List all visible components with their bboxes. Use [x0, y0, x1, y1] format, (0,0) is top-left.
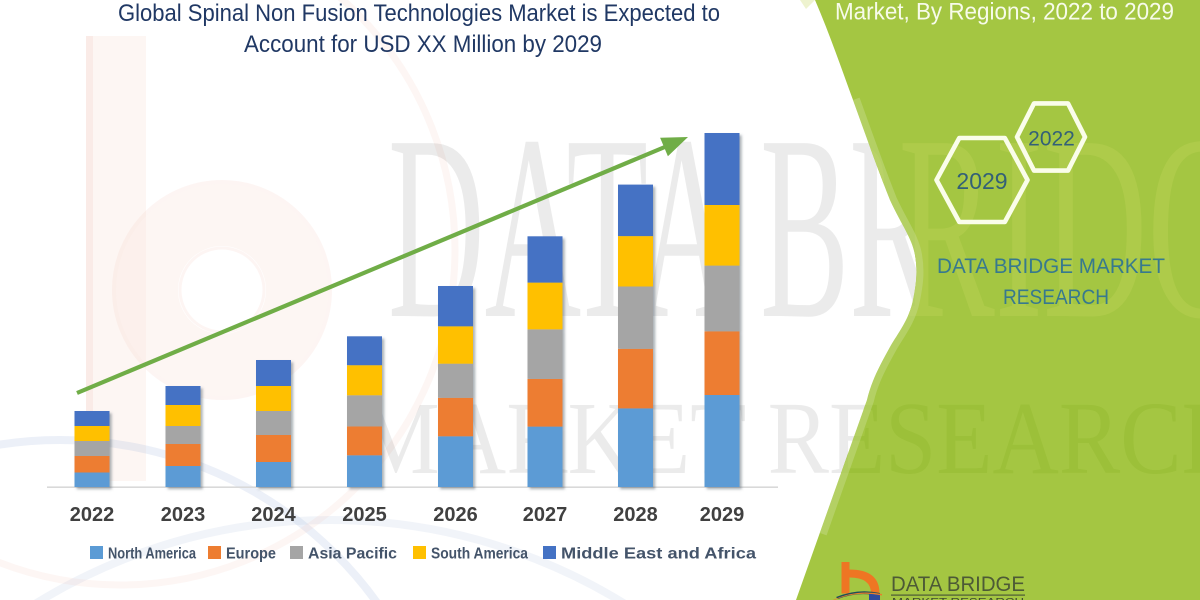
svg-text:2029: 2029	[956, 168, 1007, 194]
svg-text:DATA BRIDGE MARKET: DATA BRIDGE MARKET	[937, 255, 1165, 278]
svg-text:Global Spinal Non Fusion Techn: Global Spinal Non Fusion Technologies Ma…	[118, 0, 720, 27]
svg-text:DATA BRIDGE: DATA BRIDGE	[891, 572, 1025, 596]
svg-text:North America: North America	[108, 546, 196, 563]
svg-text:Account for USD XX Million by: Account for USD XX Million by 2029	[244, 31, 602, 58]
svg-text:Middle East and Africa: Middle East and Africa	[561, 546, 756, 563]
svg-text:MARKET RESEARCH: MARKET RESEARCH	[892, 597, 1024, 600]
svg-text:2028: 2028	[613, 504, 658, 526]
svg-text:Market, By Regions, 2022 to 20: Market, By Regions, 2022 to 2029	[835, 0, 1174, 26]
svg-text:RESEARCH: RESEARCH	[1003, 286, 1109, 309]
svg-text:2026: 2026	[433, 504, 478, 526]
svg-text:2022: 2022	[1028, 128, 1075, 151]
svg-text:2024: 2024	[251, 504, 296, 526]
svg-text:South America: South America	[431, 546, 528, 563]
svg-text:Europe: Europe	[226, 546, 276, 563]
svg-text:2022: 2022	[70, 504, 115, 526]
svg-text:2029: 2029	[700, 504, 745, 526]
svg-text:2025: 2025	[342, 504, 387, 526]
svg-text:2027: 2027	[523, 504, 568, 526]
svg-text:Asia Pacific: Asia Pacific	[308, 546, 397, 563]
svg-text:2023: 2023	[161, 504, 206, 526]
